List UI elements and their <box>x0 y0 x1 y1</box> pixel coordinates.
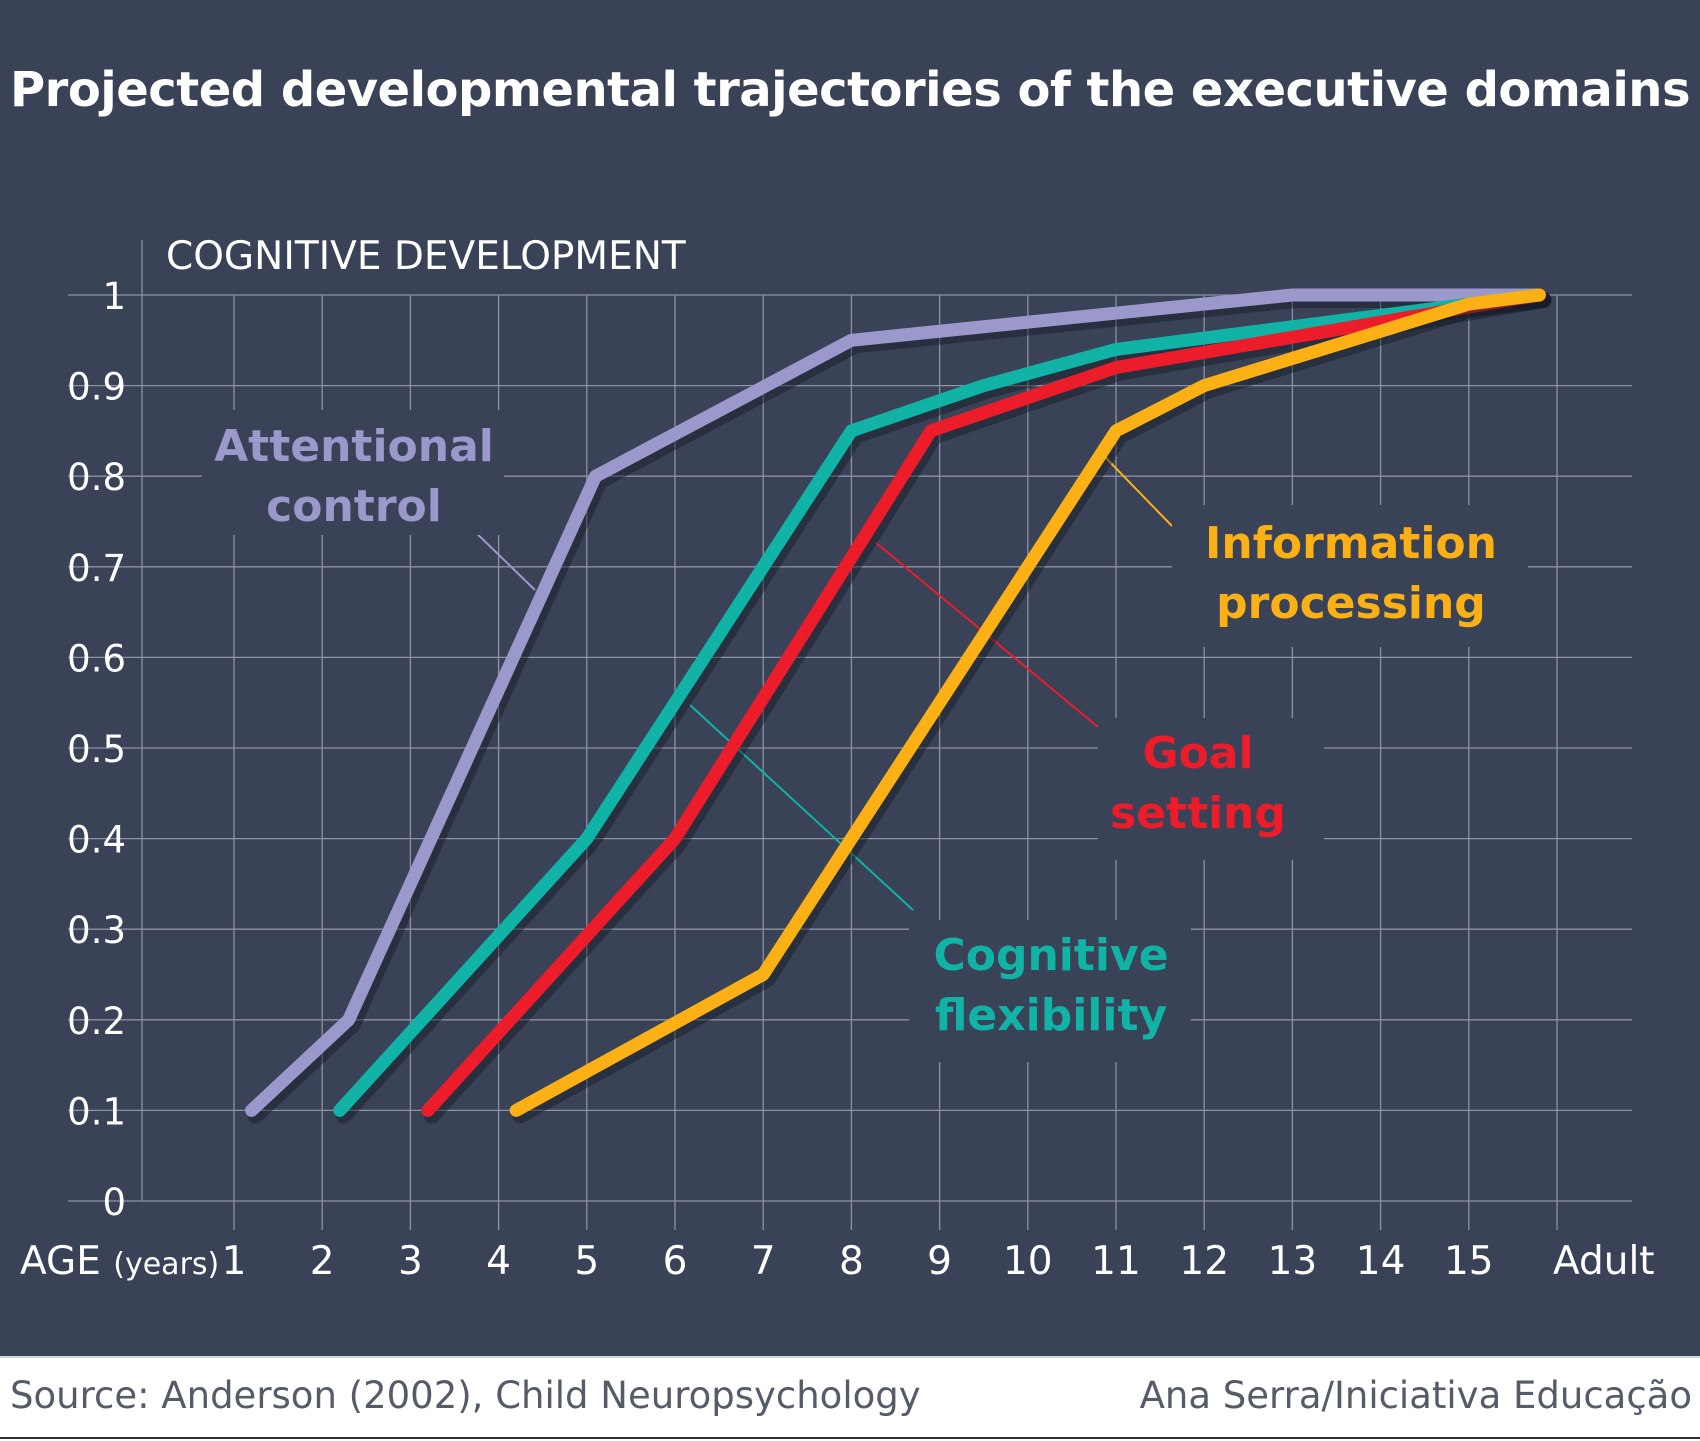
y-axis: 0 0.1 0.2 0.3 0.4 0.5 0.6 0.7 0.8 0.9 1 COGNITIVE D… <box>67 234 686 1224</box>
x-tick-label: 5 <box>574 1239 599 1284</box>
series-line <box>421 288 1546 1117</box>
callout-backdrop <box>909 920 1191 1062</box>
y-axis-title: COGNITIVE DEVELOPMENT <box>166 234 686 279</box>
series-3 <box>509 288 1552 1124</box>
series-1 <box>333 288 1552 1124</box>
y-tick-label: 0.4 <box>67 819 126 862</box>
y-tick-label: 0.6 <box>67 637 126 680</box>
x-axis-title: AGE (years) <box>20 1239 219 1284</box>
x-tick-label: 3 <box>398 1239 423 1284</box>
y-tick-label: 0.5 <box>67 728 126 771</box>
chart-title: Projected developmental trajectories of … <box>9 62 1691 118</box>
callout-leader <box>689 704 914 911</box>
y-tick-label: 0.2 <box>67 1000 126 1043</box>
y-tick-label: 0.1 <box>67 1090 126 1133</box>
series-line <box>333 288 1546 1117</box>
x-tick-label: 6 <box>663 1239 688 1284</box>
series-label: setting <box>1110 788 1286 839</box>
x-tick-label: 10 <box>1003 1239 1053 1284</box>
x-axis: AGE (years) 1 2 3 4 5 6 7 8 9 10 11 12 13 14 15 Adult <box>20 1239 1655 1284</box>
y-tick-label: 0.9 <box>67 366 126 409</box>
series-label: Goal <box>1142 728 1253 779</box>
series-0 <box>245 288 1552 1124</box>
series-callouts: Attentional control Information processing G… <box>202 410 1528 1062</box>
y-tick-label: 0.3 <box>67 909 126 952</box>
series-line <box>245 288 1546 1117</box>
callout-leader <box>467 524 536 591</box>
line-chart: 0 0.1 0.2 0.3 0.4 0.5 0.6 0.7 0.8 0.9 1 COGNITIVE D… <box>20 234 1655 1284</box>
x-tick-label: 7 <box>751 1239 776 1284</box>
x-tick-label: 15 <box>1444 1239 1494 1284</box>
credit-note: Ana Serra/Iniciativa Educação <box>1139 1374 1692 1417</box>
callout-backdrop <box>202 410 504 535</box>
x-tick-label: 12 <box>1179 1239 1229 1284</box>
x-tick-label: 2 <box>310 1239 335 1284</box>
footer-rule <box>0 1437 1700 1439</box>
data-series <box>245 288 1552 1124</box>
callout-backdrop <box>1172 505 1528 647</box>
series-label: flexibility <box>935 990 1167 1041</box>
callout-backdrop <box>1098 718 1324 860</box>
series-label: Cognitive <box>933 930 1168 981</box>
y-tick-label: 1 <box>102 275 126 318</box>
footer: Source: Anderson (2002), Child Neuropsyc… <box>0 1356 1700 1441</box>
x-tick-label: 4 <box>486 1239 511 1284</box>
series-label: Information <box>1205 518 1497 569</box>
series-line <box>509 288 1546 1117</box>
series-label: processing <box>1216 578 1486 629</box>
x-tick-label: 11 <box>1091 1239 1141 1284</box>
source-note: Source: Anderson (2002), Child Neuropsyc… <box>10 1374 921 1417</box>
y-tick-label: 0.7 <box>67 547 126 590</box>
callout-leader <box>1104 456 1173 527</box>
x-tick-label: 1 <box>222 1239 247 1284</box>
x-tick-label: 8 <box>839 1239 864 1284</box>
x-tick-label: 9 <box>927 1239 952 1284</box>
x-tick-label: Adult <box>1553 1239 1655 1284</box>
x-tick-label: 14 <box>1356 1239 1406 1284</box>
y-tick-label: 0 <box>102 1181 126 1224</box>
series-label: control <box>266 481 442 532</box>
x-tick-label: 13 <box>1268 1239 1318 1284</box>
chart-panel: Projected developmental trajectories of … <box>0 0 1700 1356</box>
series-label: Attentional <box>214 421 494 472</box>
y-tick-label: 0.8 <box>67 456 126 499</box>
series-2 <box>421 288 1552 1124</box>
